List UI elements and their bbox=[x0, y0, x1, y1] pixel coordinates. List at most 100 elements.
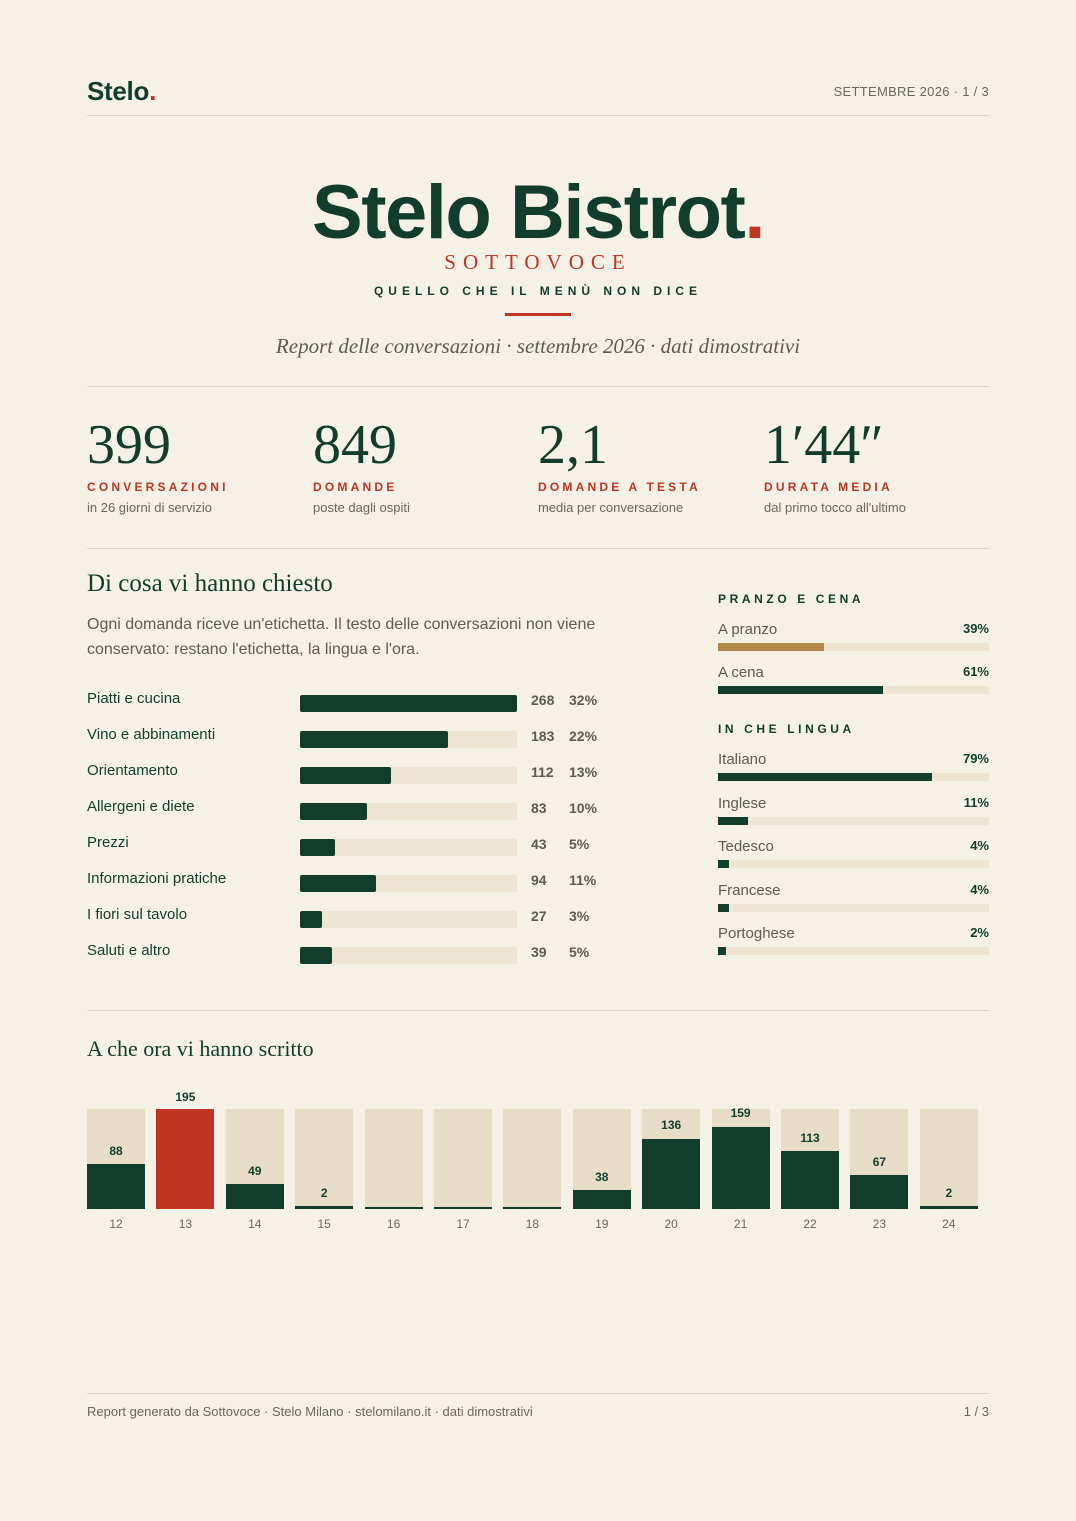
hour-bar bbox=[572, 1189, 631, 1209]
kpi-label: CONVERSAZIONI bbox=[87, 480, 229, 494]
topic-percent: 22% bbox=[569, 728, 598, 744]
languages-bar-track bbox=[718, 816, 989, 825]
languages-bar-track bbox=[718, 860, 989, 868]
hour-value-label: 195 bbox=[175, 1090, 196, 1104]
topic-percent: 32% bbox=[569, 692, 598, 708]
languages-bar bbox=[718, 816, 748, 825]
hour-tick-label: 20 bbox=[664, 1217, 678, 1231]
hour-column: 113 22 bbox=[781, 1085, 839, 1245]
languages-bar bbox=[718, 903, 729, 912]
topic-label: Allergeni e diete bbox=[87, 798, 195, 815]
hour-tick-label: 23 bbox=[872, 1217, 887, 1231]
topic-bar-track bbox=[300, 695, 517, 712]
hero-subtitle: SOTTOVOCE bbox=[444, 250, 632, 274]
hour-bar bbox=[87, 1163, 145, 1209]
languages-bar-track bbox=[718, 903, 989, 912]
topic-bar-track bbox=[300, 803, 517, 820]
topic-bar bbox=[300, 875, 377, 892]
topic-bar bbox=[300, 731, 449, 748]
hour-bar bbox=[850, 1174, 909, 1209]
hour-column: 2 15 bbox=[295, 1085, 354, 1245]
topic-bar bbox=[300, 839, 335, 856]
hero-title: Stelo Bistrot. bbox=[312, 170, 765, 255]
topic-label: Prezzi bbox=[87, 834, 129, 851]
hour-column: 67 23 bbox=[850, 1085, 909, 1245]
kpi-desc: in 26 giorni di servizio bbox=[87, 500, 213, 515]
meals-row: A cena 61% bbox=[718, 664, 989, 704]
languages-row: Francese 4% bbox=[718, 882, 989, 922]
topic-row: Vino e abbinamenti 183 22% bbox=[87, 725, 627, 749]
topic-percent: 10% bbox=[569, 800, 598, 816]
topics-title: Di cosa vi hanno chiesto bbox=[87, 570, 333, 597]
topic-bar-track bbox=[300, 875, 517, 892]
topic-count: 112 bbox=[531, 764, 554, 780]
languages-label: Italiano bbox=[718, 751, 767, 768]
hour-value-label: 38 bbox=[595, 1169, 609, 1184]
hour-column: 195 13 bbox=[156, 1085, 215, 1245]
languages-row: Portoghese 2% bbox=[718, 925, 989, 965]
hour-value-label: 136 bbox=[661, 1118, 682, 1133]
languages-bar bbox=[718, 947, 726, 955]
hour-value-label: 113 bbox=[800, 1131, 820, 1146]
kpi-value: 399 bbox=[87, 414, 171, 476]
hero: Stelo Bistrot. SOTTOVOCE QUELLO CHE IL M… bbox=[87, 170, 989, 359]
topic-percent: 13% bbox=[569, 764, 598, 780]
kpi-value: 2,1 bbox=[538, 414, 608, 476]
hour-column: 88 12 bbox=[87, 1085, 145, 1245]
hour-bar bbox=[919, 1206, 978, 1209]
languages-bar bbox=[718, 860, 729, 868]
hour-tick-label: 16 bbox=[386, 1217, 401, 1231]
hero-tagline: QUELLO CHE IL MENÙ NON DICE bbox=[373, 284, 703, 298]
languages-percent: 4% bbox=[970, 838, 989, 853]
languages-label: Francese bbox=[718, 881, 781, 899]
languages-percent: 2% bbox=[970, 925, 989, 940]
languages-label: Tedesco bbox=[718, 838, 774, 855]
topic-count: 27 bbox=[531, 908, 547, 924]
hour-bar-track bbox=[503, 1109, 562, 1209]
hour-value-label: 2 bbox=[320, 1186, 328, 1200]
page-info: SETTEMBRE 2026 · 1 / 3 bbox=[833, 84, 989, 99]
topic-count: 43 bbox=[531, 836, 547, 852]
kpi-label: DURATA MEDIA bbox=[764, 480, 893, 494]
topic-label: Orientamento bbox=[87, 762, 178, 779]
hour-column: 49 14 bbox=[225, 1085, 284, 1245]
topic-percent: 3% bbox=[569, 908, 590, 924]
topic-count: 268 bbox=[531, 692, 555, 708]
languages-label: Portoghese bbox=[718, 925, 795, 942]
hour-column: 159 21 bbox=[711, 1085, 770, 1245]
hour-value-label: 67 bbox=[872, 1154, 887, 1169]
languages-percent: 11% bbox=[963, 794, 989, 810]
meals-bar-track bbox=[718, 686, 989, 694]
topic-row: Allergeni e diete 83 10% bbox=[87, 797, 627, 821]
kpi-label: DOMANDE bbox=[313, 480, 398, 494]
languages-row: Tedesco 4% bbox=[718, 838, 989, 878]
kpi-questions: 849 DOMANDE poste dagli ospiti bbox=[313, 412, 533, 515]
topic-bar-track bbox=[300, 911, 517, 928]
footer-credits: Report generato da Sottovoce · Stelo Mil… bbox=[87, 1404, 533, 1419]
hour-tick-label: 14 bbox=[248, 1217, 262, 1231]
topic-label: Vino e abbinamenti bbox=[87, 726, 216, 743]
hour-bar bbox=[225, 1183, 284, 1209]
meals-bar-track bbox=[718, 643, 989, 651]
hour-column: 18 bbox=[503, 1085, 562, 1245]
hour-bar-track bbox=[295, 1109, 354, 1209]
hour-bar bbox=[364, 1207, 423, 1209]
hour-column: 38 19 bbox=[572, 1085, 631, 1245]
kpi-desc: media per conversazione bbox=[538, 500, 684, 515]
meals-percent: 39% bbox=[962, 621, 989, 636]
hour-column: 136 20 bbox=[642, 1085, 701, 1245]
languages-bar-track bbox=[718, 773, 989, 781]
hour-bar bbox=[711, 1127, 770, 1209]
hour-tick-label: 21 bbox=[733, 1217, 748, 1231]
topic-row: Piatti e cucina 268 32% bbox=[87, 689, 627, 713]
hour-bar bbox=[781, 1151, 839, 1209]
hour-bar-track bbox=[919, 1109, 978, 1209]
topic-bar bbox=[300, 803, 368, 820]
languages-percent: 4% bbox=[970, 881, 989, 897]
topic-row: Saluti e altro 39 5% bbox=[87, 941, 627, 965]
kpi-value: 849 bbox=[313, 414, 397, 476]
hour-bar bbox=[295, 1206, 354, 1209]
hour-tick-label: 22 bbox=[803, 1217, 817, 1231]
hour-tick-label: 12 bbox=[109, 1217, 123, 1231]
languages-row: Italiano 79% bbox=[718, 751, 989, 791]
